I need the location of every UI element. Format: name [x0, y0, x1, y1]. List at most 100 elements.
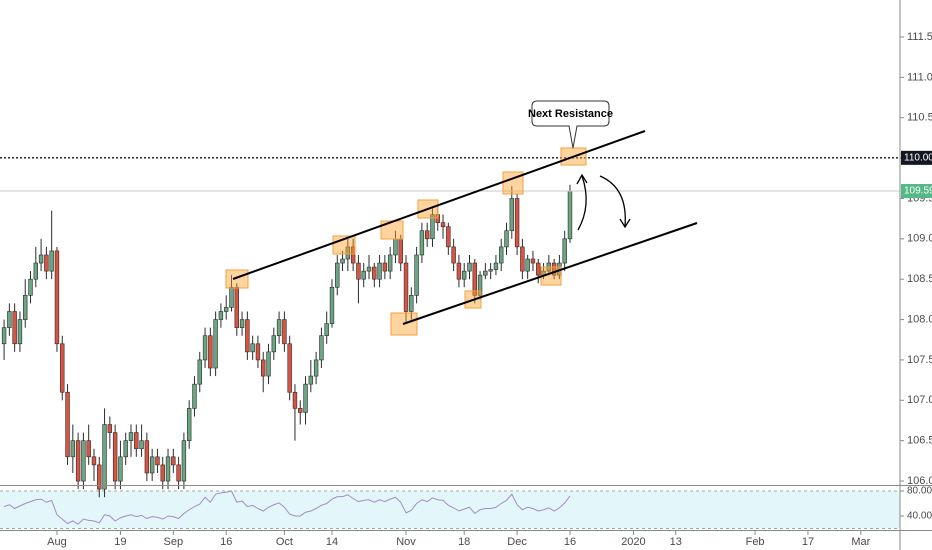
y-tick-label: 107.000: [907, 394, 932, 406]
y-tick-label: 111.000: [907, 71, 932, 83]
candle-body: [414, 254, 419, 296]
candle-body: [387, 254, 393, 272]
candle-body: [81, 440, 86, 482]
candle-body: [329, 286, 335, 324]
price-label: 109.592: [904, 186, 932, 197]
candle-body: [60, 343, 65, 393]
candle-body: [467, 262, 472, 272]
x-tick-label: 18: [458, 536, 470, 548]
candle-body: [128, 432, 134, 441]
candle-body: [234, 286, 239, 328]
highlight-box: [225, 269, 249, 289]
candle-body: [171, 456, 176, 466]
rsi-pane: [0, 490, 900, 529]
candle-body: [298, 408, 303, 413]
candle-body: [292, 391, 298, 409]
arrow-head: [619, 218, 631, 229]
candle-body: [107, 424, 113, 433]
arrow-head: [576, 173, 588, 185]
candle-body: [186, 408, 192, 441]
candle-body: [33, 262, 39, 280]
candle-body: [514, 198, 520, 248]
candle-body: [261, 359, 266, 377]
candle-body: [149, 456, 155, 474]
candle-body: [319, 335, 324, 361]
candle-body: [250, 343, 255, 353]
trend-line-upper: [232, 130, 646, 280]
candle-body: [493, 262, 499, 270]
candle-body: [1, 327, 7, 345]
candle-body: [239, 319, 245, 328]
candle-body: [223, 307, 229, 312]
candle-body: [477, 274, 483, 296]
x-tick-label: Feb: [746, 536, 765, 548]
candle-body: [409, 295, 414, 312]
candle-body: [271, 335, 277, 353]
callout: [531, 100, 610, 149]
x-tick-label: 19: [114, 536, 126, 548]
candle-body: [218, 311, 224, 320]
candle-body: [530, 258, 536, 264]
candle-body: [102, 424, 107, 490]
y-tick-label: 80.00: [907, 486, 932, 497]
candle-body: [86, 440, 91, 458]
candle-body: [551, 262, 557, 276]
candle-body: [440, 222, 446, 228]
x-tick-label: Dec: [507, 536, 527, 548]
candle-body: [419, 230, 425, 256]
candle-body: [181, 440, 187, 482]
candle-body: [266, 351, 271, 377]
x-tick-label: 2020: [621, 536, 645, 548]
price-pane: [0, 157, 900, 498]
y-tick-label: 108.500: [907, 273, 932, 285]
candle-body: [509, 198, 515, 232]
candle-body: [356, 262, 361, 280]
x-tick-label: 13: [670, 536, 682, 548]
candle-body: [372, 266, 377, 280]
x-tick-label: Aug: [47, 536, 67, 548]
candle-body: [12, 311, 17, 345]
y-tick-label: 108.000: [907, 313, 932, 325]
candle-body: [520, 246, 525, 272]
candle-body: [54, 250, 60, 345]
candle-body: [134, 432, 139, 450]
candle-body: [23, 295, 28, 320]
x-tick-label: 14: [326, 536, 338, 548]
candle-body: [562, 238, 567, 264]
candle-body: [461, 270, 467, 280]
candle-body: [75, 440, 81, 482]
candle-body: [245, 319, 250, 353]
drawings: Next Resistance: [225, 100, 698, 336]
x-tick-label: 17: [802, 536, 814, 548]
candle-body: [324, 323, 329, 337]
candle-body: [165, 456, 171, 482]
x-tick-label: 16: [220, 536, 232, 548]
y-tick-label: 40.00: [907, 511, 932, 522]
y-tick-label: 110.500: [907, 112, 932, 124]
candle-body: [361, 270, 366, 280]
trend-line-lower: [402, 222, 698, 325]
candle-body: [303, 383, 308, 413]
price-label-box: [901, 150, 932, 165]
candle-body: [44, 254, 49, 272]
candle-body: [282, 319, 287, 345]
candle-body: [504, 230, 509, 248]
candle-body: [49, 250, 54, 272]
y-tick-label: 106.500: [907, 435, 932, 447]
candle-body: [308, 375, 314, 385]
candle-body: [499, 246, 504, 264]
arrow-down: [599, 175, 626, 227]
candle-body: [483, 270, 488, 276]
candle-body: [403, 262, 409, 312]
candle-body: [446, 226, 451, 248]
candle-body: [176, 464, 181, 482]
candle-body: [28, 278, 33, 296]
candle-body: [536, 262, 541, 276]
x-tick-label: Mar: [851, 536, 870, 548]
candle-body: [118, 456, 123, 482]
candle-body: [255, 343, 261, 361]
candle-body: [91, 456, 97, 466]
candle-body: [525, 258, 530, 272]
candle-body: [38, 254, 44, 264]
